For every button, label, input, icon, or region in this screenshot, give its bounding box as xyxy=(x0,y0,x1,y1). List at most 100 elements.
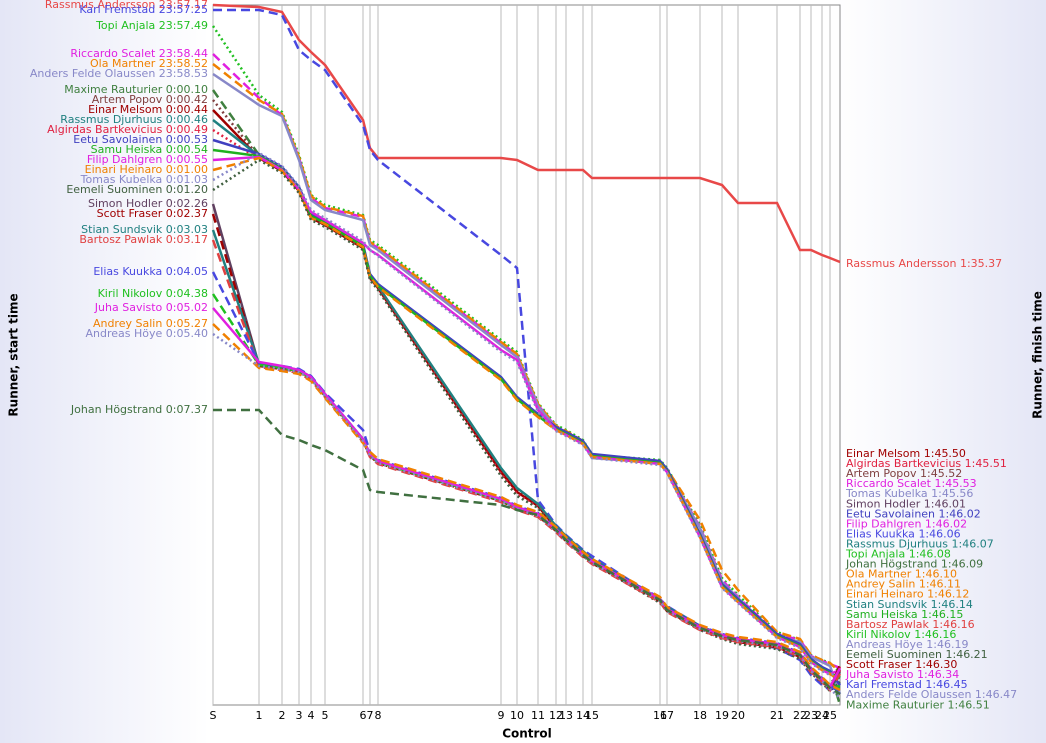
runner-line xyxy=(212,151,841,677)
finish-label: Andrey Salin 1:46.11 xyxy=(846,578,961,591)
finish-time: 1:46.51 xyxy=(948,698,990,711)
runner-line xyxy=(211,239,842,692)
start-time: 0:07.37 xyxy=(166,403,208,416)
runner-name: Einar Melsom xyxy=(846,447,920,460)
runner-name: Bartosz Pawlak xyxy=(846,618,930,631)
x-tick-label: 10 xyxy=(510,709,524,722)
runner-name: Stian Sundsvik xyxy=(81,223,163,236)
runner-name: Eemeli Suominen xyxy=(66,183,162,196)
finish-time: 1:46.11 xyxy=(919,578,961,591)
start-time: 0:04.38 xyxy=(166,287,208,300)
finish-label: Scott Fraser 1:46.30 xyxy=(846,658,957,671)
x-tick-label: S xyxy=(210,709,217,722)
start-time: 0:00.46 xyxy=(166,113,208,126)
start-label: Johan Högstrand 0:07.37 xyxy=(70,403,208,416)
finish-label: Kiril Nikolov 1:46.16 xyxy=(846,628,956,641)
runner-name: Andrey Salin xyxy=(93,317,162,330)
x-tick-label: 18 xyxy=(693,709,707,722)
start-label: Juha Savisto 0:05.02 xyxy=(94,301,208,314)
finish-time: 1:46.01 xyxy=(924,497,966,510)
start-time: 0:01.20 xyxy=(166,183,208,196)
finish-time: 1:46.30 xyxy=(915,658,957,671)
start-time: 23:58.52 xyxy=(159,57,208,70)
runner-name: Anders Felde Olaussen xyxy=(30,67,155,80)
finish-label: Samu Heiska 1:46.15 xyxy=(846,608,963,621)
start-time: 0:00.54 xyxy=(166,143,208,156)
start-label: Kiril Nikolov 0:04.38 xyxy=(98,287,208,300)
start-time: 0:05.40 xyxy=(166,327,208,340)
finish-time: 1:46.15 xyxy=(921,608,963,621)
runner-name: Karl Fremstad xyxy=(846,678,922,691)
finish-time: 1:45.50 xyxy=(924,447,966,460)
runner-name: Topi Anjala xyxy=(95,19,155,32)
finish-time: 1:45.53 xyxy=(934,477,976,490)
y-axis-label: Runner, start time xyxy=(7,293,21,416)
start-label: Anders Felde Olaussen 23:58.53 xyxy=(30,67,208,80)
x-tick-label: 22 xyxy=(793,709,807,722)
x-tick-label: 21 xyxy=(770,709,784,722)
finish-label: Einar Melsom 1:45.50 xyxy=(846,447,966,460)
finish-label: Simon Hodler 1:46.01 xyxy=(846,497,966,510)
start-label: Karl Fremstad 23:57.25 xyxy=(79,3,208,16)
finish-label: Rassmus Djurhuus 1:46.07 xyxy=(846,537,994,550)
finish-time: 1:46.45 xyxy=(925,678,967,691)
finish-time: 1:45.52 xyxy=(920,467,962,480)
runner-name: Kiril Nikolov xyxy=(846,628,911,641)
runner-name: Tomas Kubelka xyxy=(80,173,163,186)
start-time: 0:03.03 xyxy=(166,223,208,236)
runner-name: Filip Dahlgren xyxy=(87,153,162,166)
finish-label: Karl Fremstad 1:46.45 xyxy=(846,678,968,691)
finish-label: Eetu Savolainen 1:46.02 xyxy=(846,507,981,520)
finish-label: Riccardo Scalet 1:45.53 xyxy=(846,477,977,490)
x-tick-label: 4 xyxy=(308,709,315,722)
start-time: 0:05.27 xyxy=(166,317,208,330)
x-tick-label: 12 xyxy=(549,709,563,722)
finish-time: 1:45.51 xyxy=(965,457,1007,470)
runner-name: Karl Fremstad xyxy=(79,3,155,16)
runner-name: Andrey Salin xyxy=(846,578,915,591)
finish-time: 1:46.07 xyxy=(952,537,994,550)
start-time: 0:01.03 xyxy=(166,173,208,186)
start-label: Ola Martner 23:58.52 xyxy=(90,57,208,70)
runner-name: Riccardo Scalet xyxy=(70,47,156,60)
start-time: 0:04.05 xyxy=(166,265,208,278)
runner-name: Algirdas Bartkevicius xyxy=(47,123,162,136)
start-time: 0:02.37 xyxy=(166,207,208,220)
x-tick-label: 9 xyxy=(498,709,505,722)
finish-label: Tomas Kubelka 1:45.56 xyxy=(845,487,973,500)
runner-name: Stian Sundsvik xyxy=(846,598,928,611)
x-tick-label: 7 xyxy=(367,709,374,722)
start-label: Maxime Rauturier 0:00.10 xyxy=(64,83,208,96)
start-label: Stian Sundsvik 0:03.03 xyxy=(81,223,208,236)
finish-label: Juha Savisto 1:46.34 xyxy=(845,668,959,681)
runner-line xyxy=(212,156,841,682)
x-tick-label: 5 xyxy=(322,709,329,722)
finish-label: Stian Sundsvik 1:46.14 xyxy=(846,598,973,611)
finish-label: Maxime Rauturier 1:46.51 xyxy=(846,698,990,711)
finish-time: 1:46.47 xyxy=(975,688,1017,701)
start-label: Filip Dahlgren 0:00.55 xyxy=(87,153,208,166)
runner-name: Tomas Kubelka xyxy=(845,487,928,500)
runner-name: Ola Martner xyxy=(846,568,912,581)
start-label: Samu Heiska 0:00.54 xyxy=(91,143,208,156)
runner-name: Maxime Rauturier xyxy=(64,83,163,96)
runner-name: Elias Kuukka xyxy=(846,527,915,540)
start-label: Andrey Salin 0:05.27 xyxy=(93,317,208,330)
runner-name: Rassmus Djurhuus xyxy=(846,537,948,550)
start-time: 0:00.53 xyxy=(166,133,208,146)
finish-time: 1:35.37 xyxy=(960,257,1002,270)
runner-name: Rassmus Andersson xyxy=(846,257,956,270)
x-tick-label: 1 xyxy=(256,709,263,722)
runner-name: Samu Heiska xyxy=(846,608,918,621)
runner-name: Andreas Höye xyxy=(86,327,163,340)
runner-name: Andreas Höye xyxy=(846,638,923,651)
runner-line xyxy=(212,138,842,686)
runner-name: Juha Savisto xyxy=(94,301,163,314)
start-label: Elias Kuukka 0:04.05 xyxy=(93,265,208,278)
finish-time: 1:46.34 xyxy=(917,668,959,681)
runner-name: Scott Fraser xyxy=(846,658,912,671)
x-tick-label: 11 xyxy=(531,709,545,722)
runner-name: Elias Kuukka xyxy=(93,265,162,278)
start-time: 0:00.44 xyxy=(166,103,208,116)
start-time: 23:57.49 xyxy=(159,19,208,32)
